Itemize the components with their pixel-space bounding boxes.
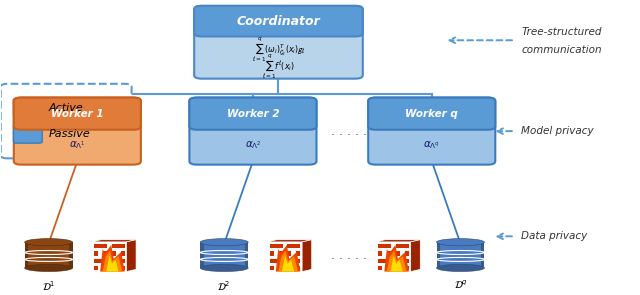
- Ellipse shape: [200, 264, 248, 272]
- Polygon shape: [276, 245, 300, 272]
- FancyBboxPatch shape: [13, 124, 42, 143]
- Bar: [378, 265, 383, 271]
- Polygon shape: [127, 240, 136, 272]
- Text: $\mathcal{D}^1$: $\mathcal{D}^1$: [42, 279, 55, 293]
- Bar: [278, 250, 291, 255]
- FancyBboxPatch shape: [368, 98, 495, 165]
- Bar: [378, 243, 391, 248]
- Polygon shape: [92, 240, 136, 242]
- Bar: [111, 258, 125, 263]
- Bar: [269, 258, 283, 263]
- Bar: [245, 242, 248, 268]
- Bar: [295, 250, 300, 255]
- Polygon shape: [102, 250, 122, 272]
- Polygon shape: [385, 245, 409, 272]
- Polygon shape: [267, 240, 312, 242]
- Bar: [378, 258, 391, 263]
- Bar: [395, 258, 409, 263]
- Bar: [200, 242, 204, 268]
- Bar: [269, 250, 274, 255]
- Ellipse shape: [200, 239, 248, 246]
- Text: $\sum_{\ell=1}^{q} f^\ell(x_i)$: $\sum_{\ell=1}^{q} f^\ell(x_i)$: [262, 53, 295, 81]
- Polygon shape: [106, 255, 118, 272]
- Bar: [387, 250, 400, 255]
- Polygon shape: [387, 250, 406, 272]
- FancyBboxPatch shape: [189, 98, 317, 130]
- Bar: [404, 250, 409, 255]
- Bar: [380, 117, 484, 126]
- Bar: [93, 243, 107, 248]
- Bar: [278, 265, 291, 271]
- Polygon shape: [302, 240, 312, 272]
- Bar: [93, 258, 107, 263]
- Bar: [481, 242, 484, 268]
- Bar: [120, 250, 125, 255]
- Bar: [436, 242, 440, 268]
- Bar: [378, 250, 383, 255]
- Bar: [287, 258, 300, 263]
- Bar: [102, 265, 116, 271]
- FancyBboxPatch shape: [1, 84, 132, 158]
- Text: Coordinator: Coordinator: [237, 15, 321, 28]
- Polygon shape: [278, 250, 298, 272]
- FancyBboxPatch shape: [194, 6, 363, 79]
- Bar: [201, 117, 305, 126]
- Bar: [120, 265, 125, 271]
- Text: Worker 2: Worker 2: [227, 109, 279, 119]
- Bar: [205, 25, 351, 33]
- Text: $\mathcal{D}^2$: $\mathcal{D}^2$: [218, 279, 231, 293]
- Bar: [111, 243, 125, 248]
- Polygon shape: [100, 245, 125, 272]
- Bar: [93, 250, 99, 255]
- Bar: [200, 242, 248, 268]
- Text: Active: Active: [49, 103, 83, 113]
- Text: Worker q: Worker q: [405, 109, 458, 119]
- Text: Passive: Passive: [49, 129, 90, 139]
- Bar: [25, 242, 72, 268]
- Ellipse shape: [436, 264, 484, 272]
- Bar: [395, 243, 409, 248]
- Polygon shape: [282, 255, 294, 272]
- Text: Worker 1: Worker 1: [51, 109, 104, 119]
- Text: $\alpha_{\Lambda^q}$: $\alpha_{\Lambda^q}$: [423, 140, 440, 151]
- Text: Tree-structured: Tree-structured: [521, 27, 602, 37]
- Polygon shape: [411, 240, 420, 272]
- Text: $\alpha_{\Lambda^1}$: $\alpha_{\Lambda^1}$: [69, 140, 86, 151]
- Text: . . . . .: . . . . .: [331, 249, 367, 262]
- Bar: [387, 265, 400, 271]
- Polygon shape: [376, 240, 420, 242]
- Bar: [436, 242, 484, 268]
- Bar: [269, 265, 274, 271]
- FancyBboxPatch shape: [14, 98, 141, 165]
- Bar: [25, 242, 28, 268]
- FancyBboxPatch shape: [368, 98, 495, 130]
- Bar: [287, 243, 300, 248]
- Ellipse shape: [436, 239, 484, 246]
- Text: . . . . .: . . . . .: [331, 124, 367, 137]
- Text: $\sum_{\ell=1}^{q}(\omega_i)^T_{\mathcal{G}_\ell}(x_i)\mathcal{g}_\ell$: $\sum_{\ell=1}^{q}(\omega_i)^T_{\mathcal…: [252, 35, 305, 64]
- Text: Model privacy: Model privacy: [521, 126, 594, 136]
- Ellipse shape: [25, 239, 72, 246]
- Text: $\mathcal{D}^q$: $\mathcal{D}^q$: [454, 279, 467, 291]
- Bar: [26, 117, 129, 126]
- Text: $\alpha_{\Lambda^2}$: $\alpha_{\Lambda^2}$: [244, 140, 261, 151]
- Bar: [69, 242, 72, 268]
- FancyBboxPatch shape: [13, 98, 42, 117]
- FancyBboxPatch shape: [14, 98, 141, 130]
- FancyBboxPatch shape: [194, 6, 363, 37]
- Bar: [102, 250, 116, 255]
- Text: communication: communication: [521, 45, 602, 55]
- Bar: [269, 243, 283, 248]
- Bar: [404, 265, 409, 271]
- Bar: [295, 265, 300, 271]
- Text: Data privacy: Data privacy: [521, 231, 588, 241]
- Ellipse shape: [25, 264, 72, 272]
- Bar: [93, 265, 99, 271]
- Polygon shape: [390, 255, 403, 272]
- FancyBboxPatch shape: [189, 98, 317, 165]
